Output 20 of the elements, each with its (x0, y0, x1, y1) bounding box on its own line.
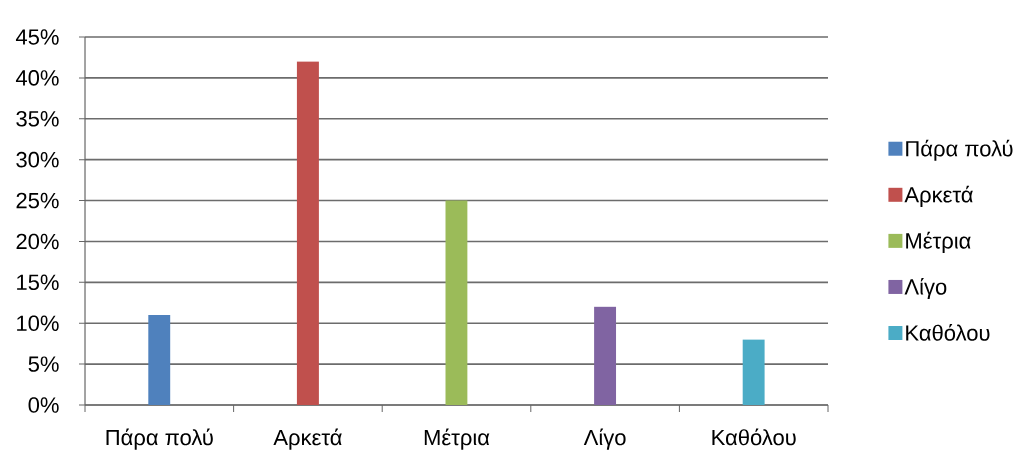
x-tick-label: Πάρα πολύ (106, 428, 213, 450)
y-tick-label: 20% (16, 233, 59, 250)
y-tick-label: 30% (16, 151, 59, 168)
y-tick-label: 0% (28, 397, 59, 413)
y-tick-label: 10% (17, 315, 59, 332)
y-tick-label: 5% (28, 356, 59, 372)
y-tick-label: 15% (17, 274, 59, 291)
legend-label: Αρκετά (904, 185, 973, 207)
y-tick-label: 25% (16, 192, 59, 209)
x-tick-label: Καθόλου (712, 428, 796, 446)
y-tick-label: 35% (16, 110, 59, 127)
y-tick-label: 45% (15, 29, 59, 45)
legend-label: Καθόλου (906, 323, 990, 341)
x-tick-label: Αρκετά (273, 428, 342, 450)
x-tick-label: Μέτρια (424, 428, 490, 450)
legend-label: Λίγο (904, 277, 947, 300)
x-tick-label: Λίγο (583, 428, 626, 450)
legend-label: Πάρα πολύ (906, 139, 1013, 161)
legend-label: Μέτρια (906, 231, 971, 253)
y-tick-label: 40% (15, 70, 59, 86)
